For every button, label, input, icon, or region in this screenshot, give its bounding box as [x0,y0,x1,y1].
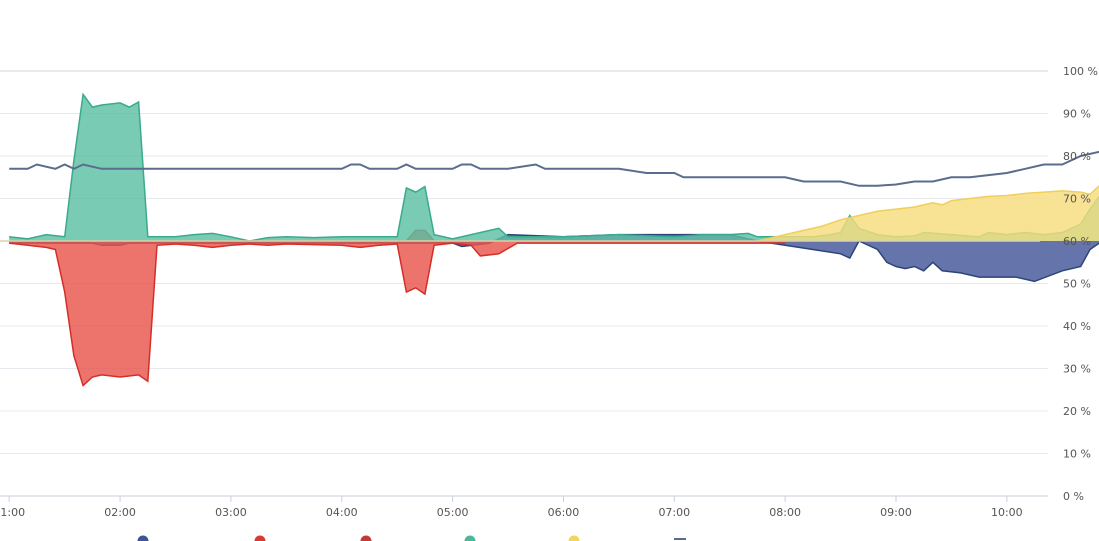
y-axis: 0 % 10 % 20 % 30 % 40 % 50 % 60 % 70 % 80 % 90 % 1… [1063,65,1098,503]
series-line-s6 [9,150,1099,187]
legend[interactable] [137,535,687,541]
y-tick-30: 30 % [1063,363,1091,376]
x-tick-07:00: 07:00 [658,506,690,519]
series-area-s5 [757,185,1099,241]
x-tick-03:00: 03:00 [215,506,247,519]
y-tick-10: 10 % [1063,448,1091,461]
series-edge-s5 [757,185,1099,242]
y-tick-70: 70 % [1063,193,1091,206]
legend-marker-s1 [137,535,149,541]
y-tick-20: 20 % [1063,405,1091,418]
x-tick-05:00: 05:00 [437,506,469,519]
series-areas [0,92,1099,387]
series-edge-s2 [9,242,786,387]
x-axis: 01:00 02:00 03:00 04:00 05:00 06:00 07:00 08:00… [0,495,1048,519]
x-tick-09:00: 09:00 [880,506,912,519]
x-tick-08:00: 08:00 [769,506,801,519]
y-tick-0: 0 % [1063,490,1084,503]
legend-marker-s3 [360,535,372,541]
series-area-s1 [9,234,1099,282]
y-tick-60: 60 % [1063,235,1091,248]
legend-marker-s5 [568,535,580,541]
y-tick-90: 90 % [1063,108,1091,121]
x-tick-06:00: 06:00 [548,506,580,519]
y-tick-80: 80 % [1063,150,1091,163]
y-tick-40: 40 % [1063,320,1091,333]
y-tick-50: 50 % [1063,278,1091,291]
x-tick-02:00: 02:00 [104,506,136,519]
gridlines [0,70,1048,497]
legend-marker-s4 [464,535,476,541]
x-tick-01:00: 01:00 [0,506,25,519]
x-tick-10:00: 10:00 [991,506,1023,519]
series-area-s2 [9,241,786,386]
series-lines [9,150,1099,187]
x-tick-04:00: 04:00 [326,506,358,519]
legend-marker-s2 [254,535,266,541]
y-tick-100: 100 % [1063,65,1098,78]
series-area-s4 [9,94,1099,241]
